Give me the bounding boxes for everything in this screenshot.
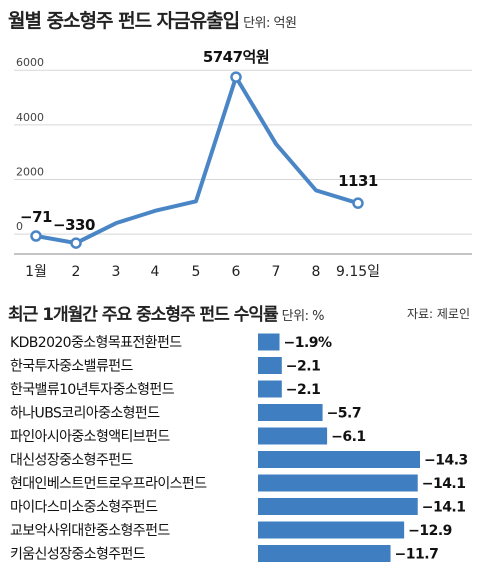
chart-title-text: 월별 중소형주 펀드 자금유출입 [8,10,240,32]
bar-category-label: 대신성장중소형주펀드 [10,453,134,469]
bar-value-label: −5.7 [327,406,362,422]
x-tick-label: 2 [72,264,81,280]
y-tick-label: 2000 [16,165,44,178]
bar-value-label: −2.1 [286,359,321,375]
series-line [35,75,359,246]
data-point [352,197,364,209]
bar [258,357,282,374]
bar-value-label: −1.9% [284,335,333,351]
bar [258,404,323,421]
bar-value-label: −2.1 [286,382,321,398]
bar-category-label: 키움신성장중소형주펀드 [10,547,146,563]
bar [258,474,418,492]
bar-value-label: −12.9 [408,523,452,539]
y-tick-label: 4000 [16,111,44,124]
chart-unit: 단위: 억원 [243,16,297,31]
bar [258,333,280,351]
data-label: 5747억원 [203,48,269,66]
bar-category-label: 한국투자중소밸류펀드 [10,359,134,375]
data-point [30,230,42,242]
bar [258,451,420,468]
bar [258,521,405,539]
bar-chart-unit: 단위: % [281,309,325,324]
bar-category-label: 파인아시아중소형액티브펀드 [10,429,170,445]
bar-category-label: 교보악사위대한중소형주펀드 [10,523,170,539]
y-tick-label: 6000 [16,56,44,69]
bar [258,427,328,445]
bar-value-label: −14.1 [422,476,466,492]
bar-category-label: 하나UBS코리아중소형펀드 [10,406,160,422]
source-note: 자료: 제로인 [406,307,470,321]
data-label: −71 [20,208,52,226]
x-tick-label: 3 [112,264,121,280]
x-tick-label: 9.15일 [336,264,380,280]
data-label: −330 [53,216,95,234]
bar [258,380,282,398]
bar-value-label: −14.1 [422,500,466,516]
data-point [70,237,82,249]
data-point [230,71,242,83]
x-tick-label: 6 [232,264,241,280]
bar-value-label: −11.7 [395,547,439,563]
bar-value-label: −14.3 [424,453,468,469]
x-tick-label: 5 [192,264,201,280]
x-tick-label: 1월 [25,264,47,280]
bar-category-label: KDB2020중소형목표전환펀드 [10,335,182,351]
x-tick-label: 7 [272,264,281,280]
chart-title: 월별 중소형주 펀드 자금유출입 단위: 억원 [8,6,297,33]
y-tick-label: 0 [16,220,23,233]
bar [258,498,418,515]
bar-value-label: −6.1 [331,429,366,445]
bar-category-label: 한국밸류10년투자중소형펀드 [10,382,175,398]
line-chart: 0 2000 4000 6000 1월 2 3 4 5 6 7 8 9.15일 −71 −330 5747억원… [14,48,472,280]
data-label: 1131 [338,172,378,190]
bar [258,545,391,562]
bar-category-label: 현대인베스트먼트로우프라이스펀드 [10,476,207,492]
bar-category-label: 마이다스미소중소형주펀드 [10,500,158,516]
bar-chart: KDB2020중소형목표전환펀드 −1.9% 한국투자중소밸류펀드 −2.1 한국밸류1… [10,333,468,563]
x-tick-label: 4 [151,264,160,280]
x-tick-label: 8 [312,264,321,280]
bar-chart-title: 최근 1개월간 주요 중소형주 펀드 수익률 단위: % [8,300,324,325]
bar-chart-title-text: 최근 1개월간 주요 중소형주 펀드 수익률 [8,305,279,325]
